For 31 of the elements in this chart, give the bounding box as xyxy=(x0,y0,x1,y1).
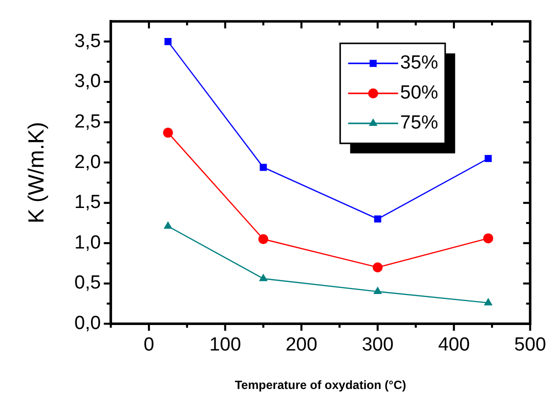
x-tick-label: 400 xyxy=(438,334,470,356)
point xyxy=(373,286,382,294)
y-tick-label: 2,0 xyxy=(74,152,101,173)
point xyxy=(164,38,172,46)
y-tick-label: 1,0 xyxy=(74,232,101,254)
y-tick-label: 3,0 xyxy=(74,71,101,92)
point xyxy=(164,221,172,229)
point xyxy=(374,215,382,223)
y-axis-title: K (W/m.K) xyxy=(23,122,48,224)
point xyxy=(258,274,268,282)
point xyxy=(258,234,268,244)
x-tick-label: 500 xyxy=(514,334,546,356)
x-tick-label: 300 xyxy=(362,334,394,356)
x-tick-label: 200 xyxy=(286,334,318,356)
legend-label: 35% xyxy=(400,52,438,74)
y-tick-label: 1,5 xyxy=(74,192,101,214)
legend-label: 75% xyxy=(400,112,438,134)
y-tick-label: 0,5 xyxy=(74,272,101,294)
y-tick-label: 3,5 xyxy=(74,30,101,52)
legend-label: 50% xyxy=(400,82,438,104)
x-axis-title: Temperature of oxydation (°C) xyxy=(234,378,406,392)
x-tick-label: 0 xyxy=(144,334,154,356)
y-tick-label: 0,0 xyxy=(74,313,101,334)
point xyxy=(484,298,493,306)
point xyxy=(260,164,267,171)
point xyxy=(162,128,173,138)
point xyxy=(483,233,494,244)
point xyxy=(372,262,383,272)
x-tick-label: 100 xyxy=(209,334,242,356)
y-tick-label: 2,5 xyxy=(74,111,101,132)
point xyxy=(484,154,492,162)
